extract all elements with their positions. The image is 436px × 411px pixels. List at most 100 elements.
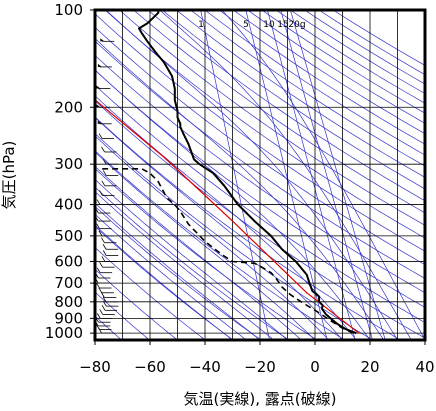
mixing-ratio-line: [200, 10, 270, 340]
dry-adiabat-line: [95, 205, 262, 340]
y-tick-label: 500: [54, 227, 83, 245]
mixing-ratio-line: [267, 10, 356, 340]
mixing-ratio-label: 10: [263, 20, 275, 30]
dewpoint-line: [100, 168, 354, 334]
wind-barb-feather: [101, 237, 105, 243]
dry-adiabat-line: [95, 268, 178, 340]
wind-barb-feather: [96, 267, 101, 273]
wind-barb-feather: [102, 244, 107, 250]
mixing-ratio-label: 20g: [288, 20, 305, 30]
moist-adiabat-line: [95, 224, 233, 340]
dry-adiabat-line: [95, 133, 373, 340]
dry-adiabat-line: [147, 10, 425, 202]
y-tick-label: 700: [54, 274, 83, 292]
y-tick-label: 800: [54, 293, 83, 311]
wind-barb-pennant: [100, 38, 105, 42]
dry-adiabat-line: [233, 10, 425, 135]
x-tick-label: 20: [360, 358, 379, 376]
wind-barb-feather: [98, 230, 103, 237]
moist-adiabat-line: [95, 165, 302, 340]
y-tick-label: 900: [54, 309, 83, 327]
mixing-ratio-labels: 1 5 10 15 20g: [198, 20, 305, 30]
x-tick-label: −80: [79, 358, 111, 376]
moist-adiabat-line: [221, 10, 425, 340]
y-tick-label: 200: [54, 98, 83, 116]
x-axis-label: 気温(実線), 露点(破線): [184, 390, 337, 408]
y-tick-label: 1000: [45, 324, 83, 342]
moist-adiabat-line: [95, 116, 343, 340]
dry-adiabat-line: [190, 10, 425, 167]
dry-adiabat-line: [161, 10, 425, 190]
dry-adiabat-line: [204, 10, 425, 156]
wind-barbs: [95, 10, 119, 334]
x-tick-label: −60: [134, 358, 166, 376]
x-tick-label: −40: [189, 358, 221, 376]
y-axis-label: 気圧(hPa): [0, 141, 18, 210]
wind-barb-feather: [99, 261, 103, 268]
dry-adiabat-line: [95, 186, 290, 340]
x-tick-label: 0: [310, 358, 320, 376]
wind-barb-pennant: [96, 104, 101, 108]
wind-barb-feather: [100, 292, 105, 298]
dry-adiabat-line: [261, 10, 425, 114]
wind-barb-feather: [96, 313, 101, 319]
mixing-ratio-line: [245, 10, 328, 340]
temperature-line: [138, 10, 357, 335]
moist-adiabat-line: [95, 135, 330, 340]
wind-barb-feather: [96, 199, 101, 205]
isotherm-grid: [95, 10, 425, 340]
wind-barb-feather: [96, 223, 100, 229]
mixing-ratio-label: 1: [198, 20, 204, 30]
dry-adiabats: [95, 10, 425, 340]
dry-adiabat-line: [95, 246, 206, 340]
dry-adiabat-line: [275, 10, 425, 104]
moist-adiabat-line: [159, 10, 412, 340]
wind-barb-feather: [102, 170, 107, 176]
moist-adiabat-line: [95, 69, 371, 340]
y-tick-label: 400: [54, 196, 83, 214]
dry-adiabat-line: [104, 10, 425, 239]
x-tick-label: −20: [244, 358, 276, 376]
wind-barb-feather: [102, 296, 107, 303]
wind-barb-pennant: [96, 85, 101, 89]
dry-adiabat-line: [95, 150, 345, 340]
wind-barb-feather: [96, 324, 100, 330]
dry-adiabat-line: [176, 10, 425, 178]
moist-adiabat-line: [95, 213, 247, 340]
x-axis-ticks: −80 −60 −40 −20 0 20 40: [79, 340, 435, 376]
parcel-line: [95, 99, 360, 334]
wind-barb-feather: [101, 146, 105, 153]
wind-barb-feather: [102, 300, 107, 307]
plot-area: [95, 10, 425, 340]
dry-adiabat-line: [119, 10, 425, 226]
wind-barb-pennant: [97, 120, 102, 124]
dry-adiabat-line: [95, 100, 425, 339]
y-tick-label: 600: [54, 252, 83, 270]
wind-barb-feather: [98, 133, 103, 139]
mixing-ratio-line: [290, 10, 386, 340]
mixing-ratio-lines: [200, 10, 386, 340]
dry-adiabat-line: [95, 168, 317, 340]
y-tick-label: 300: [54, 155, 83, 173]
dry-adiabat-line: [95, 26, 425, 266]
wind-barb-feather: [101, 180, 106, 187]
moist-adiabat-line: [95, 202, 261, 340]
x-tick-label: 40: [415, 358, 434, 376]
dry-adiabat-line: [95, 225, 234, 340]
wind-barb-feather: [96, 282, 100, 289]
dry-adiabat-line: [95, 13, 425, 252]
moist-adiabat-line: [95, 151, 316, 340]
moist-adiabat-line: [95, 191, 275, 340]
moist-adiabat-line: [105, 10, 398, 340]
wind-barb-feather: [98, 287, 103, 293]
wind-barb-feather: [102, 250, 107, 256]
moist-adiabat-line: [95, 38, 385, 340]
mixing-ratio-label: 15: [277, 20, 288, 30]
dry-adiabat-line: [95, 69, 425, 308]
wind-barb-pennant: [97, 63, 102, 67]
wind-barb-feather: [101, 256, 106, 262]
dry-adiabat-line: [133, 10, 425, 214]
wind-barb-feather: [101, 305, 106, 311]
wind-barb-feather: [102, 158, 107, 165]
